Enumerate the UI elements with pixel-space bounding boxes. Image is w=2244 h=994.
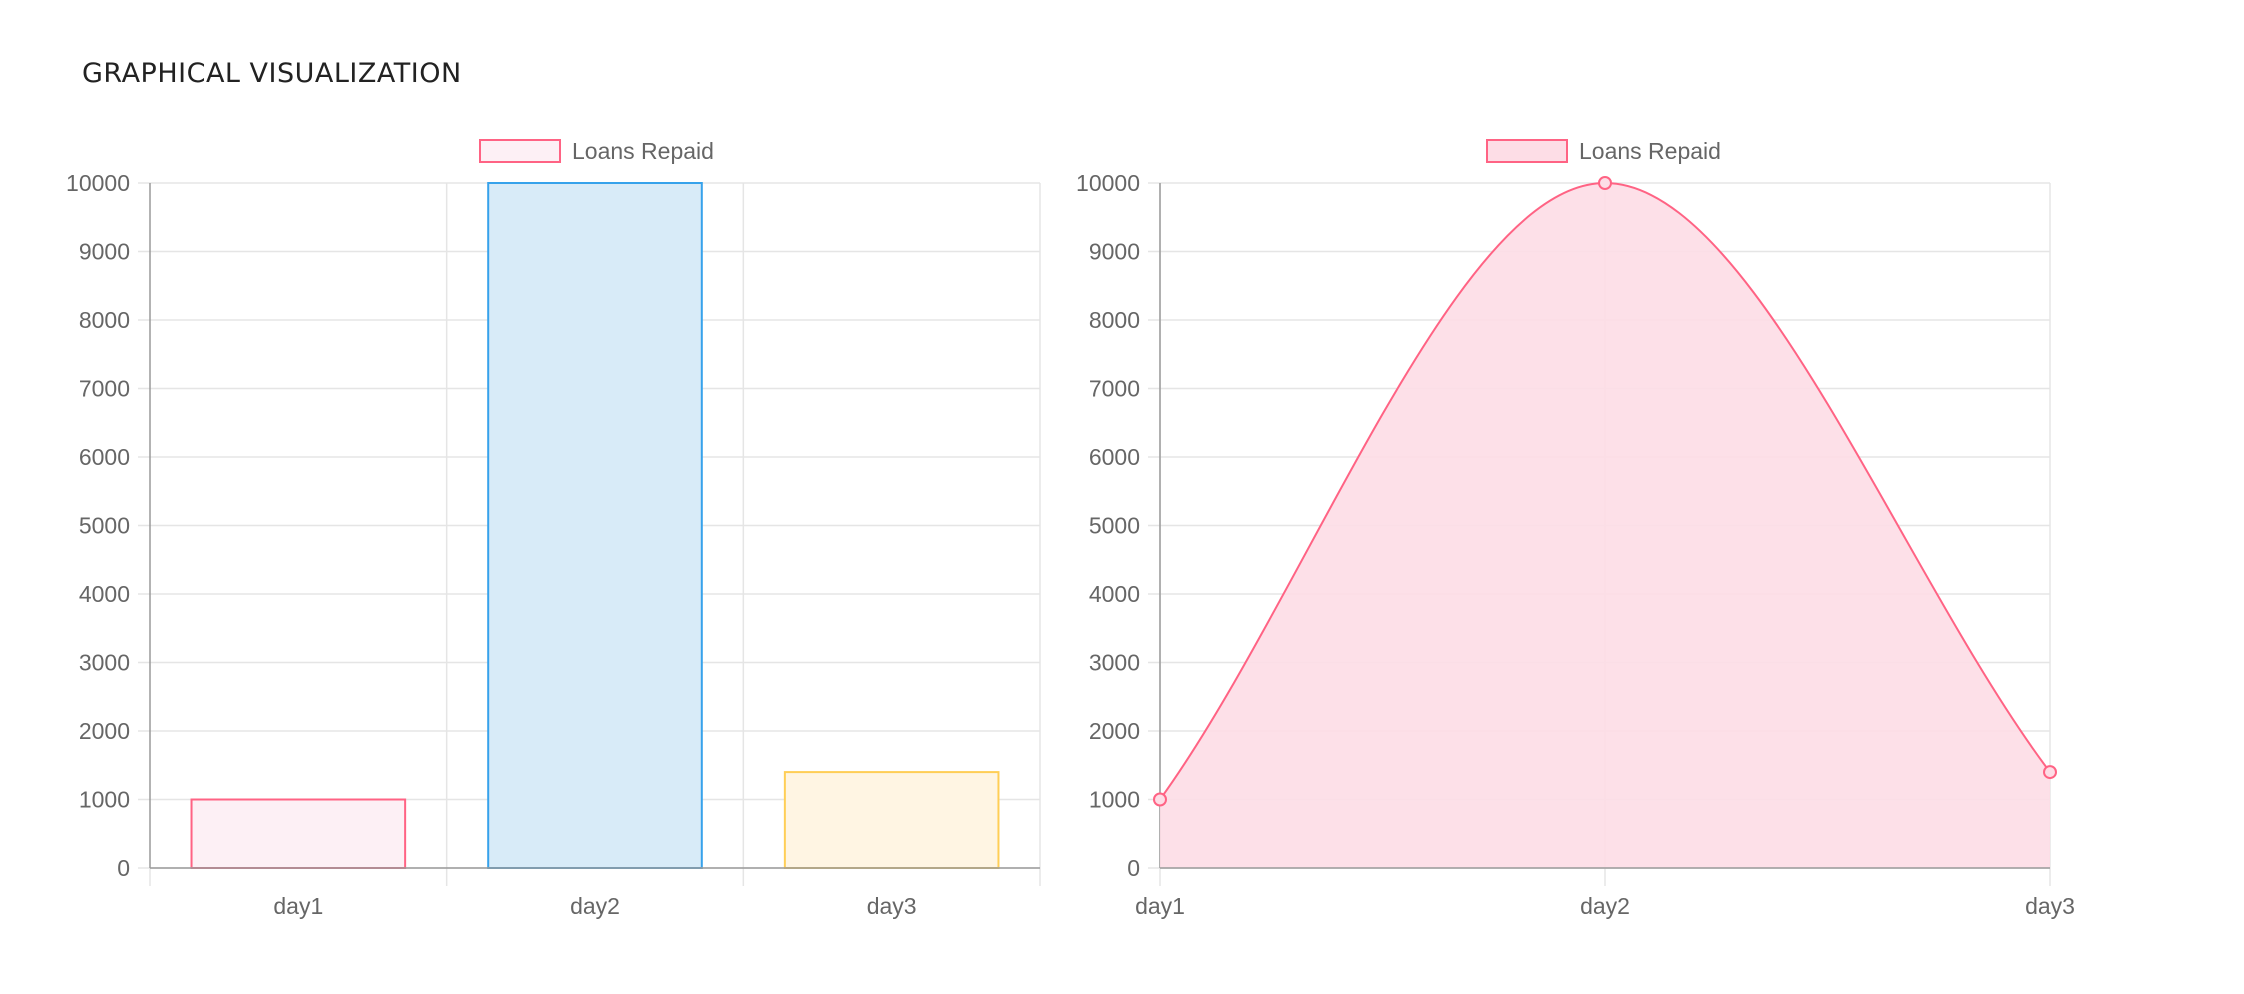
data-point-day1 — [1153, 792, 1167, 807]
y-tick-label: 9000 — [79, 239, 130, 265]
y-tick-label: 6000 — [79, 444, 130, 470]
y-tick-label: 6000 — [1089, 444, 1140, 470]
y-tick-label: 3000 — [1089, 650, 1140, 676]
y-tick-label: 4000 — [79, 581, 130, 607]
y-tick-label: 8000 — [1089, 307, 1140, 333]
y-tick-label: 4000 — [1089, 581, 1140, 607]
bar-day2 — [487, 182, 703, 869]
y-tick-label: 5000 — [1089, 513, 1140, 539]
x-tick-label: day2 — [1580, 893, 1630, 919]
y-tick-label: 0 — [117, 855, 130, 881]
data-point-day2 — [1598, 176, 1612, 190]
data-point-day3 — [2043, 765, 2057, 780]
y-tick-label: 1000 — [1089, 787, 1140, 813]
y-tick-label: 10000 — [66, 170, 130, 196]
y-tick-label: 7000 — [79, 376, 130, 402]
y-tick-label: 7000 — [1089, 376, 1140, 402]
area-fill — [1160, 183, 2050, 868]
x-tick-label: day1 — [1135, 893, 1185, 919]
x-tick-label: day3 — [867, 893, 917, 919]
y-tick-label: 9000 — [1089, 239, 1140, 265]
x-tick-label: day3 — [2025, 893, 2075, 919]
y-tick-label: 2000 — [79, 718, 130, 744]
y-tick-label: 0 — [1127, 855, 1140, 881]
section-title: GRAPHICAL VISUALIZATION — [82, 58, 462, 89]
bar-day3 — [783, 771, 1000, 869]
legend-swatch — [1486, 139, 1568, 163]
y-tick-label: 5000 — [79, 513, 130, 539]
legend-swatch — [479, 139, 561, 163]
x-tick-label: day1 — [273, 893, 323, 919]
y-tick-label: 2000 — [1089, 718, 1140, 744]
bar-day1 — [190, 798, 407, 869]
y-tick-label: 8000 — [79, 307, 130, 333]
legend-label: Loans Repaid — [572, 138, 714, 164]
y-tick-label: 1000 — [79, 787, 130, 813]
x-tick-label: day2 — [570, 893, 620, 919]
y-tick-label: 10000 — [1076, 170, 1140, 196]
y-tick-label: 3000 — [79, 650, 130, 676]
legend-label: Loans Repaid — [1579, 138, 1721, 164]
